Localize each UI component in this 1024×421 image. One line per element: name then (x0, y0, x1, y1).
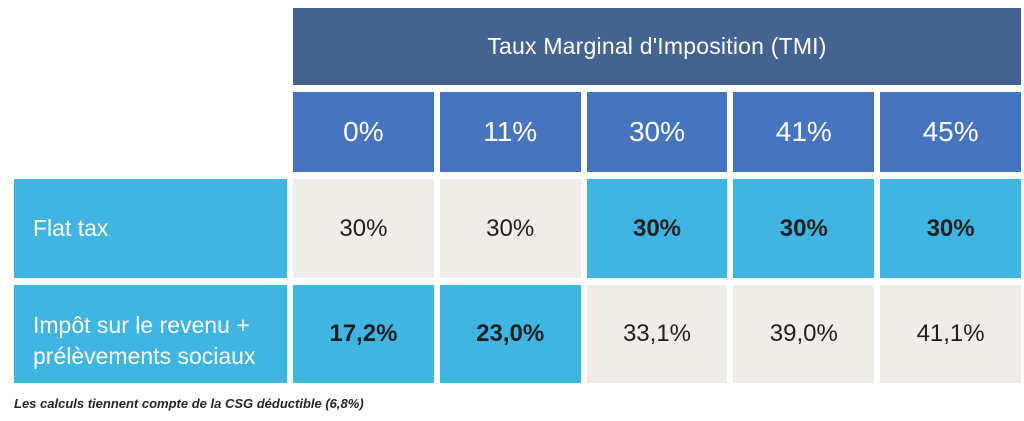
table-cell: 41,1% (880, 285, 1021, 383)
row-label-text-line2: prélèvements sociaux (33, 343, 256, 370)
table-cell-highlighted: 30% (586, 179, 728, 278)
table-cell-highlighted: 30% (880, 179, 1021, 278)
table-grid: Taux Marginal d'Imposition (TMI) 0% 11% … (14, 8, 1021, 383)
row-label-impot-revenu: Impôt sur le revenu + prélèvements socia… (14, 285, 287, 383)
table-cell: 30% (439, 179, 581, 278)
table-cell-highlighted: 23,0% (439, 285, 581, 383)
table-cell-highlighted: 30% (733, 179, 875, 278)
row-label-flat-tax: Flat tax (14, 179, 287, 278)
row-label-text-line1: Impôt sur le revenu + (33, 312, 250, 338)
footnote: Les calculs tiennent compte de la CSG dé… (14, 396, 364, 411)
column-header-41: 41% (733, 92, 875, 172)
column-header-45: 45% (880, 92, 1021, 172)
table-title: Taux Marginal d'Imposition (TMI) (293, 8, 1021, 85)
table-cell: 33,1% (586, 285, 728, 383)
column-header-30: 30% (586, 92, 728, 172)
column-header-11: 11% (439, 92, 581, 172)
table-cell: 39,0% (733, 285, 875, 383)
table-cell-highlighted: 17,2% (293, 285, 434, 383)
row-label-text: Flat tax (33, 214, 109, 241)
table-cell: 30% (293, 179, 434, 278)
column-header-0: 0% (293, 92, 434, 172)
